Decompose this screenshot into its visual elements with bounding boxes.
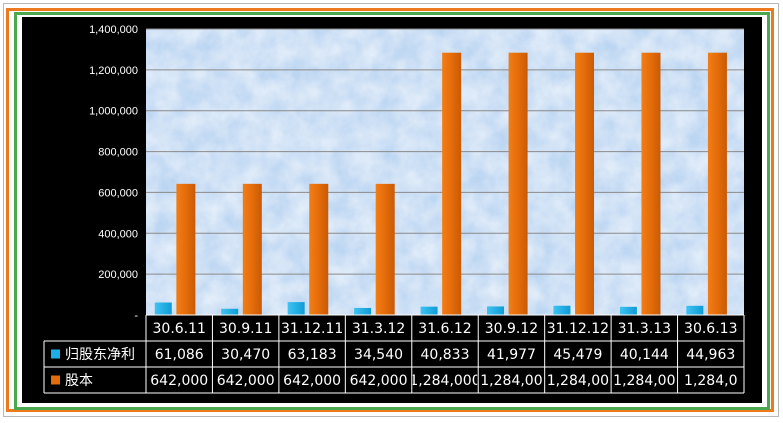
- table-cell-net-profit: 44,963: [686, 347, 735, 363]
- bar-share-capital: [707, 52, 727, 315]
- table-cell-net-profit: 41,977: [487, 347, 536, 363]
- table-cell-share-capital: 1,284,0: [684, 373, 737, 389]
- y-tick-label: 1,200,000: [89, 65, 138, 77]
- x-category-label: 31.3.13: [618, 321, 671, 337]
- table-cell-net-profit: 34,540: [354, 347, 403, 363]
- y-tick-label: 400,000: [98, 228, 138, 240]
- bar-share-capital: [176, 183, 196, 315]
- legend-label: 股本: [65, 373, 93, 389]
- table-cell-net-profit: 61,086: [155, 347, 204, 363]
- outer-frame: [3, 3, 779, 417]
- table-cell-share-capital: 1,284,00: [480, 373, 542, 389]
- bar-net-profit: [154, 302, 172, 315]
- table-cell-share-capital: 1,284,00: [613, 373, 675, 389]
- x-category-label: 30.9.12: [485, 321, 538, 337]
- bar-net-profit: [619, 306, 637, 315]
- x-category-label: 31.6.12: [418, 321, 471, 337]
- y-tick-label: 200,000: [98, 269, 138, 281]
- y-tick-label: 800,000: [98, 147, 138, 159]
- y-tick-label: 600,000: [98, 187, 138, 199]
- x-category-label: 30.6.13: [684, 321, 737, 337]
- bar-net-profit: [354, 307, 372, 315]
- bar-net-profit: [287, 302, 305, 315]
- table-cell-net-profit: 40,833: [421, 347, 470, 363]
- bar-net-profit: [486, 306, 504, 315]
- table-cell-share-capital: 642,000: [217, 373, 275, 389]
- table-cell-share-capital: 642,000: [150, 373, 208, 389]
- x-category-label: 30.6.11: [153, 321, 206, 337]
- chart-panel: - 200,000 400,000 600,000 800,000 1,000,000 1,…: [22, 17, 762, 403]
- bar-share-capital: [309, 183, 329, 315]
- bar-net-profit: [686, 305, 704, 315]
- bar-share-capital: [242, 183, 262, 315]
- y-tick-label: -: [134, 310, 138, 322]
- bar-share-capital: [508, 52, 528, 315]
- bar-net-profit: [221, 308, 239, 315]
- data-table: 30.6.11 30.9.11 31.12.11 31.3.12 31.6.12 30.9…: [43, 314, 745, 394]
- y-tick-label: 1,400,000: [89, 24, 138, 36]
- table-cell-net-profit: 40,144: [620, 347, 669, 363]
- table-cell-share-capital: 1,284,00: [547, 373, 609, 389]
- y-axis-tick-labels: - 200,000 400,000 600,000 800,000 1,000,000 1,…: [89, 24, 138, 322]
- bar-share-capital: [575, 52, 595, 315]
- x-category-label: 31.12.12: [547, 321, 609, 337]
- table-cell-net-profit: 63,183: [288, 347, 337, 363]
- bar-net-profit: [420, 306, 438, 315]
- table-cell-share-capital: 1,284,000: [409, 373, 480, 389]
- bar-share-capital: [375, 183, 395, 315]
- bars: [154, 52, 727, 315]
- legend-key: [51, 375, 60, 385]
- table-cell-net-profit: 30,470: [221, 347, 270, 363]
- table-cell-net-profit: 45,479: [553, 347, 602, 363]
- bar-net-profit: [553, 305, 571, 315]
- table-cell-share-capital: 642,000: [283, 373, 341, 389]
- x-category-label: 31.12.11: [281, 321, 343, 337]
- x-category-label: 31.3.12: [352, 321, 405, 337]
- legend-key: [51, 349, 60, 359]
- chart-svg: - 200,000 400,000 600,000 800,000 1,000,000 1,…: [43, 24, 745, 394]
- legend-label: 归股东净利: [65, 346, 135, 363]
- table-cell-share-capital: 642,000: [350, 373, 408, 389]
- x-category-label: 30.9.11: [219, 321, 272, 337]
- orange-frame: [6, 8, 774, 412]
- bar-share-capital: [442, 52, 462, 315]
- y-tick-label: 1,000,000: [89, 106, 138, 118]
- bar-share-capital: [641, 52, 661, 315]
